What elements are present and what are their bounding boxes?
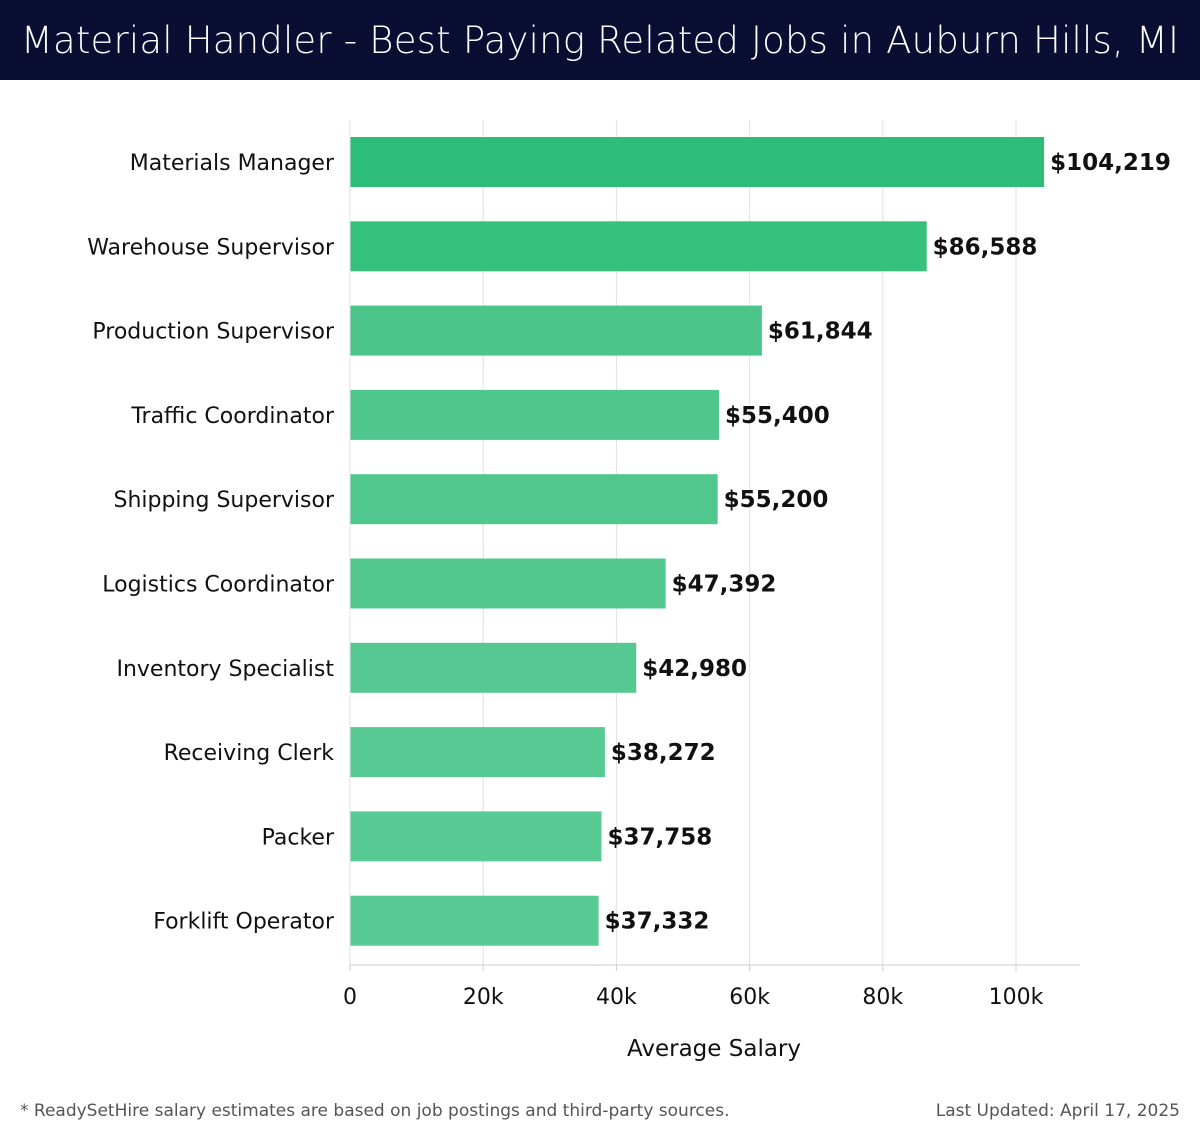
bar <box>350 221 927 272</box>
value-label: $38,272 <box>611 740 716 766</box>
category-label: Warehouse Supervisor <box>87 235 335 260</box>
value-label: $47,392 <box>672 572 777 598</box>
bars <box>350 137 1045 946</box>
value-labels: $104,219 $86,588 $61,844 $55,400 $55,200 $47,… <box>605 150 1171 935</box>
value-label: $86,588 <box>933 234 1038 260</box>
x-axis: 0 20k 40k 60k 80k 100k <box>343 120 1080 1010</box>
category-label: Receiving Clerk <box>164 741 335 766</box>
value-label: $37,332 <box>605 909 710 935</box>
category-labels: Materials Manager Warehouse Supervisor Pro… <box>87 151 335 935</box>
bar <box>350 727 605 778</box>
category-label: Packer <box>262 825 335 850</box>
page-title: Material Handler - Best Paying Related J… <box>20 18 1180 62</box>
x-tick-label: 80k <box>862 985 903 1010</box>
x-tick-label: 20k <box>463 985 504 1010</box>
bar <box>350 137 1045 187</box>
salary-bar-chart: Materials Manager Warehouse Supervisor Pro… <box>87 120 1171 1062</box>
value-label: $55,400 <box>725 403 830 429</box>
value-label: $61,844 <box>768 319 873 345</box>
x-axis-title: Average Salary <box>627 1036 801 1062</box>
bar <box>350 389 719 440</box>
title-bar: Material Handler - Best Paying Related J… <box>0 0 1200 80</box>
value-label: $104,219 <box>1050 150 1171 176</box>
category-label: Materials Manager <box>130 151 335 176</box>
bar <box>350 895 599 946</box>
x-tick-label: 0 <box>343 985 357 1010</box>
x-tick-label: 40k <box>596 985 637 1010</box>
bar <box>350 305 762 356</box>
last-updated: Last Updated: April 17, 2025 <box>935 1101 1180 1121</box>
x-tick-label: 60k <box>729 985 770 1010</box>
bar <box>350 642 637 693</box>
category-label: Logistics Coordinator <box>102 573 335 598</box>
value-label: $42,980 <box>642 656 747 682</box>
category-label: Forklift Operator <box>153 910 335 935</box>
footer-note: * ReadySetHire salary estimates are base… <box>20 1101 730 1121</box>
value-label: $37,758 <box>607 824 712 850</box>
bar <box>350 558 666 609</box>
category-label: Inventory Specialist <box>116 657 334 682</box>
x-tick-label: 100k <box>989 985 1044 1010</box>
value-label: $55,200 <box>724 487 829 513</box>
category-label: Production Supervisor <box>92 320 335 345</box>
bar <box>350 811 602 862</box>
category-label: Shipping Supervisor <box>113 488 334 513</box>
category-label: Traffic Coordinator <box>130 404 335 429</box>
bar <box>350 474 718 525</box>
